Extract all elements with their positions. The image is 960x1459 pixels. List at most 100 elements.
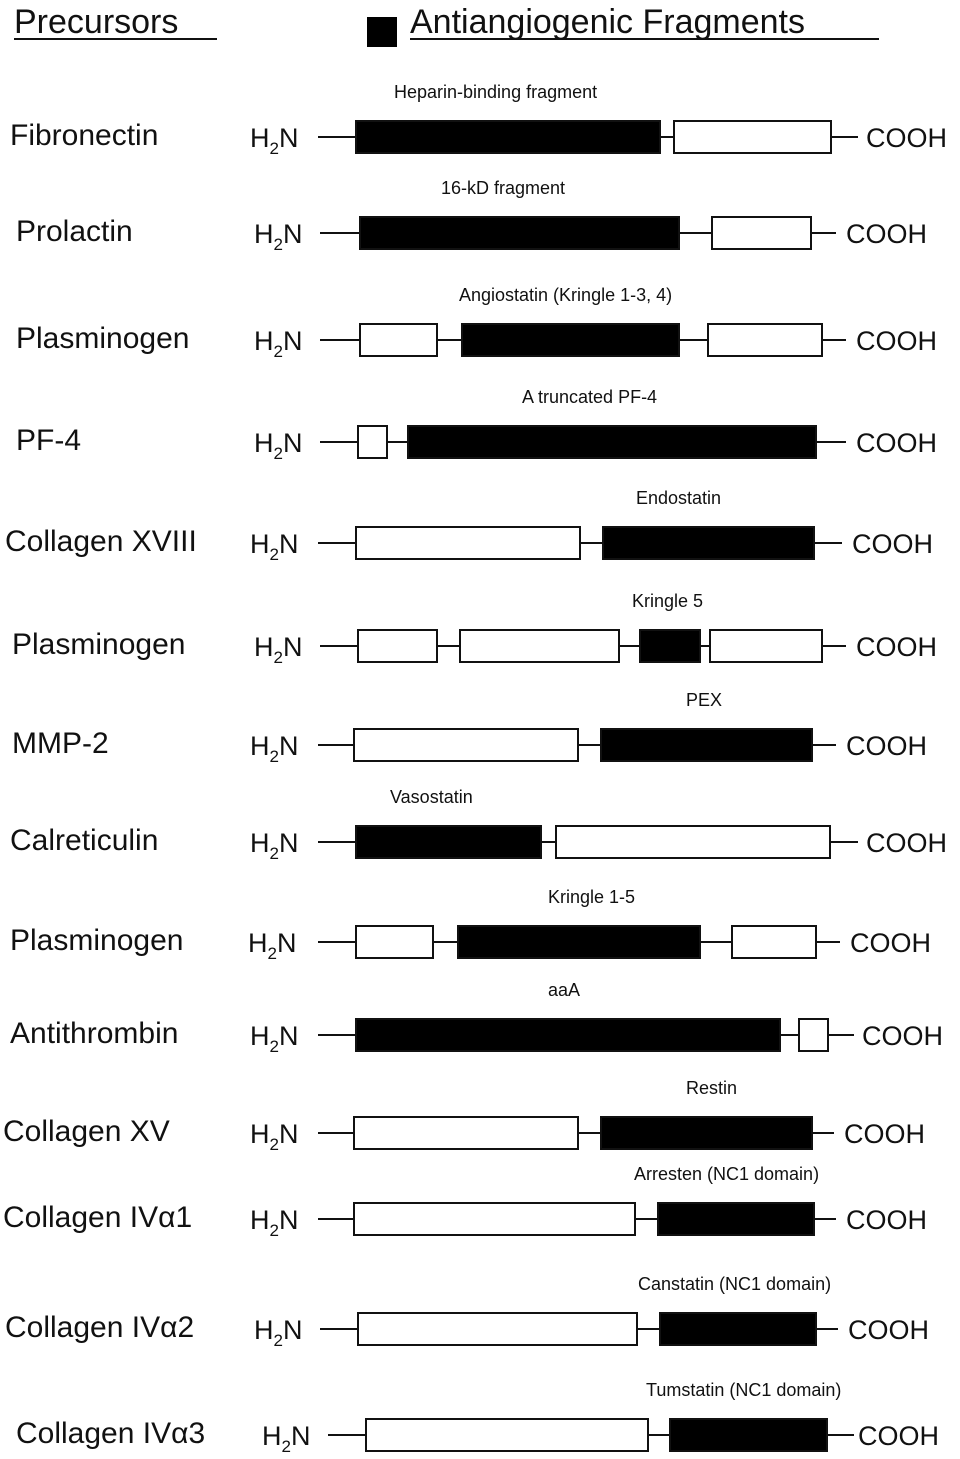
- c-terminus-label: COOH: [862, 1021, 943, 1051]
- fragment-box: [355, 1018, 781, 1052]
- c-terminus-label: COOH: [846, 1205, 927, 1235]
- protein-row: Plasminogen Angiostatin (Kringle 1-3, 4) H…: [16, 285, 937, 361]
- c-terminus-label: COOH: [846, 219, 927, 249]
- fragment-box: [355, 825, 542, 859]
- c-terminus-label: COOH: [850, 928, 931, 958]
- domain-box: [359, 323, 438, 357]
- c-terminus-label: COOH: [844, 1119, 925, 1149]
- domain-box: [357, 629, 438, 663]
- n-terminus-label: H2N: [254, 326, 302, 361]
- domain-box: [798, 1018, 829, 1052]
- n-terminus-label: H2N: [262, 1421, 310, 1456]
- fragment-label: Kringle 1-5: [548, 887, 635, 907]
- header: Precursors Antiangiogenic Fragments: [14, 3, 879, 47]
- fragment-label: Endostatin: [636, 488, 721, 508]
- fragment-box: [355, 120, 661, 154]
- fragment-box: [461, 323, 680, 357]
- fragment-box: [669, 1418, 828, 1452]
- n-terminus-label: H2N: [250, 828, 298, 863]
- domain-box: [731, 925, 817, 959]
- precursor-name: Plasminogen: [10, 924, 183, 957]
- n-terminus-label: H2N: [250, 1205, 298, 1240]
- fragment-box: [600, 1116, 813, 1150]
- domain-box: [365, 1418, 649, 1452]
- n-terminus-label: H2N: [248, 928, 296, 963]
- protein-rows: Fibronectin Heparin-binding fragment H2N CO…: [3, 82, 947, 1456]
- fragment-label: Heparin-binding fragment: [394, 82, 597, 102]
- fragment-label: Vasostatin: [390, 787, 473, 807]
- protein-row: Fibronectin Heparin-binding fragment H2N CO…: [10, 82, 947, 158]
- n-terminus-label: H2N: [254, 632, 302, 667]
- n-terminus-label: H2N: [250, 123, 298, 158]
- precursors-header: Precursors: [14, 3, 178, 41]
- domain-box: [355, 526, 581, 560]
- protein-row: MMP-2 PEX H2N COOH: [12, 690, 927, 766]
- fragment-box: [639, 629, 701, 663]
- precursor-name: Collagen IVα1: [3, 1201, 192, 1234]
- protein-row: PF-4 A truncated PF-4 H2N COOH: [16, 387, 937, 463]
- fragments-header: Antiangiogenic Fragments: [410, 3, 805, 41]
- precursor-name: Prolactin: [16, 215, 133, 248]
- fragment-box: [602, 526, 815, 560]
- domain-box: [357, 1312, 638, 1346]
- domain-box: [353, 1116, 579, 1150]
- domain-box: [459, 629, 620, 663]
- protein-row: Calreticulin Vasostatin H2N COOH: [10, 787, 947, 863]
- n-terminus-label: H2N: [250, 529, 298, 564]
- precursor-name: Collagen IVα2: [5, 1311, 194, 1344]
- c-terminus-label: COOH: [866, 828, 947, 858]
- n-terminus-label: H2N: [254, 1315, 302, 1350]
- domain-box: [353, 1202, 636, 1236]
- precursor-name: Antithrombin: [10, 1017, 178, 1050]
- n-terminus-label: H2N: [250, 731, 298, 766]
- fragment-label: PEX: [686, 690, 722, 710]
- precursor-name: Fibronectin: [10, 119, 158, 152]
- domain-box: [355, 925, 434, 959]
- n-terminus-label: H2N: [254, 428, 302, 463]
- fragment-label: A truncated PF-4: [522, 387, 657, 407]
- protein-row: Prolactin 16-kD fragment H2N COOH: [16, 178, 927, 254]
- precursor-name: Collagen XV: [3, 1115, 170, 1148]
- c-terminus-label: COOH: [856, 632, 937, 662]
- protein-row: Collagen XV Restin H2N COOH: [3, 1078, 925, 1154]
- domain-box: [357, 425, 388, 459]
- n-terminus-label: H2N: [250, 1021, 298, 1056]
- domain-box: [673, 120, 832, 154]
- precursor-name: Calreticulin: [10, 824, 158, 857]
- protein-row: Collagen XVIII Endostatin H2N COOH: [5, 488, 933, 564]
- precursor-name: Collagen IVα3: [16, 1417, 205, 1450]
- c-terminus-label: COOH: [846, 731, 927, 761]
- c-terminus-label: COOH: [866, 123, 947, 153]
- c-terminus-label: COOH: [852, 529, 933, 559]
- protein-row: Collagen IVα2 Canstatin (NC1 domain) H2N CO…: [5, 1274, 929, 1350]
- protein-row: Collagen IVα3 Tumstatin (NC1 domain) H2N CO…: [16, 1380, 939, 1456]
- precursor-name: Plasminogen: [16, 322, 189, 355]
- fragment-box: [457, 925, 701, 959]
- c-terminus-label: COOH: [858, 1421, 939, 1451]
- protein-row: Antithrombin aaA H2N COOH: [10, 980, 943, 1056]
- c-terminus-label: COOH: [848, 1315, 929, 1345]
- fragment-label: Canstatin (NC1 domain): [638, 1274, 831, 1294]
- fragment-box: [659, 1312, 817, 1346]
- domain-box: [707, 323, 823, 357]
- c-terminus-label: COOH: [856, 326, 937, 356]
- fragment-legend-swatch: [367, 17, 397, 47]
- fragment-box: [657, 1202, 815, 1236]
- protein-row: Plasminogen Kringle 5 H2N COOH: [12, 591, 937, 667]
- domain-box: [555, 825, 831, 859]
- precursor-name: Collagen XVIII: [5, 525, 197, 558]
- fragment-box: [359, 216, 680, 250]
- domain-box: [353, 728, 579, 762]
- n-terminus-label: H2N: [250, 1119, 298, 1154]
- fragment-label: Arresten (NC1 domain): [634, 1164, 819, 1184]
- c-terminus-label: COOH: [856, 428, 937, 458]
- precursor-name: Plasminogen: [12, 628, 185, 661]
- fragment-label: Tumstatin (NC1 domain): [646, 1380, 841, 1400]
- precursor-name: PF-4: [16, 424, 81, 457]
- fragment-box: [407, 425, 817, 459]
- protein-row: Plasminogen Kringle 1-5 H2N COOH: [10, 887, 931, 963]
- domain-box: [709, 629, 823, 663]
- fragment-label: 16-kD fragment: [441, 178, 565, 198]
- domain-box: [711, 216, 812, 250]
